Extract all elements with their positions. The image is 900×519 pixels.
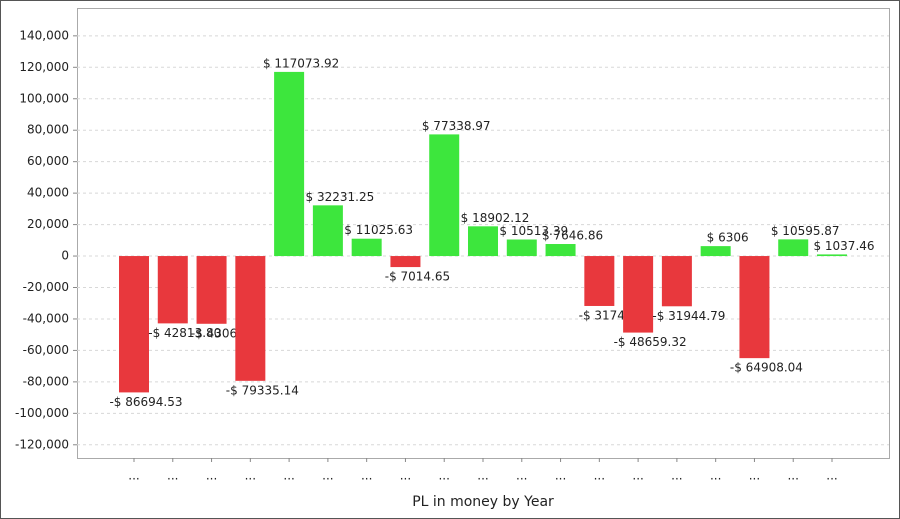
x-tick-label: ... — [710, 469, 721, 483]
value-label: $ 7646.86 — [542, 229, 603, 243]
value-label: $ 18902.12 — [461, 211, 530, 225]
bar — [739, 256, 770, 359]
value-label: -$ 48659.32 — [614, 335, 687, 349]
bar — [157, 256, 188, 324]
y-tick-label: 100,000 — [19, 91, 69, 105]
bar — [661, 256, 692, 307]
y-tick-label: -40,000 — [23, 311, 69, 325]
y-tick-label: 80,000 — [27, 123, 69, 137]
value-label: $ 11025.63 — [344, 223, 413, 237]
value-label: -$ 31944.79 — [652, 309, 725, 323]
value-label: -$ 42813.80 — [148, 326, 221, 340]
value-label: $ 77338.97 — [422, 119, 491, 133]
value-label: -$ 79335.14 — [226, 383, 299, 397]
x-tick-label: ... — [206, 469, 217, 483]
x-tick-label: ... — [826, 469, 837, 483]
value-label: $ 32231.25 — [306, 190, 375, 204]
x-tick-label: ... — [361, 469, 372, 483]
bar — [351, 238, 382, 257]
x-tick-label: ... — [477, 469, 488, 483]
y-tick-label: 120,000 — [19, 60, 69, 74]
y-tick-label: -60,000 — [23, 343, 69, 357]
y-tick-label: 20,000 — [27, 217, 69, 231]
value-label: $ 117073.92 — [263, 56, 339, 70]
x-tick-label: ... — [787, 469, 798, 483]
bar — [623, 256, 654, 333]
bar — [506, 239, 537, 257]
x-tick-label: ... — [438, 469, 449, 483]
value-label: -$ 86694.53 — [109, 395, 182, 409]
bar — [584, 256, 615, 306]
value-label: $ 10595.87 — [771, 224, 840, 238]
y-tick-label: -20,000 — [23, 280, 69, 294]
bar — [700, 246, 731, 257]
value-label: $ 10513.39 — [499, 224, 568, 238]
bar — [196, 256, 227, 324]
bar — [235, 256, 266, 381]
x-tick-label: ... — [167, 469, 178, 483]
x-tick-label: ... — [671, 469, 682, 483]
x-tick-label: ... — [322, 469, 333, 483]
bar — [545, 244, 576, 257]
value-label: $ 1037.46 — [813, 239, 874, 253]
y-tick-label: -80,000 — [23, 374, 69, 388]
y-tick-label: -100,000 — [15, 406, 69, 420]
x-tick-label: ... — [283, 469, 294, 483]
x-tick-label: ... — [245, 469, 256, 483]
bar — [468, 226, 498, 257]
x-tick-label: ... — [749, 469, 760, 483]
x-tick-label: ... — [400, 469, 411, 483]
y-tick-label: 60,000 — [27, 154, 69, 168]
x-tick-label: ... — [128, 469, 139, 483]
x-tick-label: ... — [516, 469, 527, 483]
bar — [119, 256, 149, 393]
bar — [312, 205, 343, 257]
value-label: $ 6306 — [707, 231, 749, 245]
bar — [778, 239, 809, 257]
y-tick-label: 40,000 — [27, 186, 69, 200]
bar — [817, 254, 847, 257]
x-tick-label: ... — [594, 469, 605, 483]
x-tick-label: ... — [555, 469, 566, 483]
value-label: -$ 7014.65 — [385, 270, 450, 284]
y-tick-label: 0 — [61, 249, 69, 263]
y-tick-label: -120,000 — [15, 437, 69, 451]
x-tick-label: ... — [632, 469, 643, 483]
value-label: -$ 64908.04 — [730, 361, 803, 375]
bar — [429, 134, 460, 257]
bar — [390, 256, 421, 268]
x-axis-title: PL in money by Year — [412, 494, 554, 510]
bar — [274, 71, 305, 257]
y-tick-label: 140,000 — [19, 28, 69, 42]
